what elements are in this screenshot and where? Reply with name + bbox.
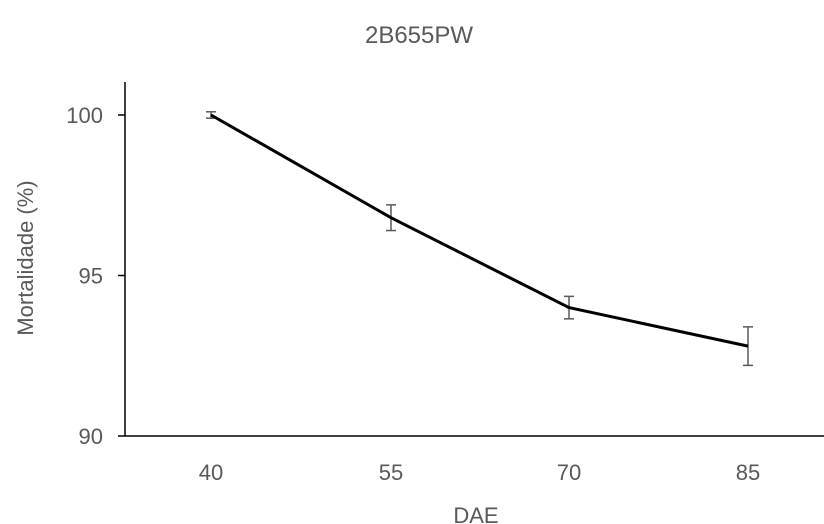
x-tick-label: 85 — [736, 460, 760, 485]
x-axis-label: DAE — [453, 503, 498, 524]
series-line — [210, 113, 749, 348]
x-tick-label: 55 — [379, 460, 403, 485]
y-ticks: 90 95 100 — [66, 103, 125, 449]
x-tick-label: 70 — [557, 460, 581, 485]
error-bars — [206, 111, 753, 367]
y-axis-label: Mortalidade (%) — [13, 180, 38, 335]
x-tick-label: 40 — [199, 460, 223, 485]
x-ticks: 40 55 70 85 — [199, 460, 760, 485]
y-tick-label: 100 — [66, 103, 103, 128]
chart-title: 2B655PW — [365, 22, 473, 49]
y-tick-label: 90 — [79, 424, 103, 449]
y-tick-label: 95 — [79, 264, 103, 289]
